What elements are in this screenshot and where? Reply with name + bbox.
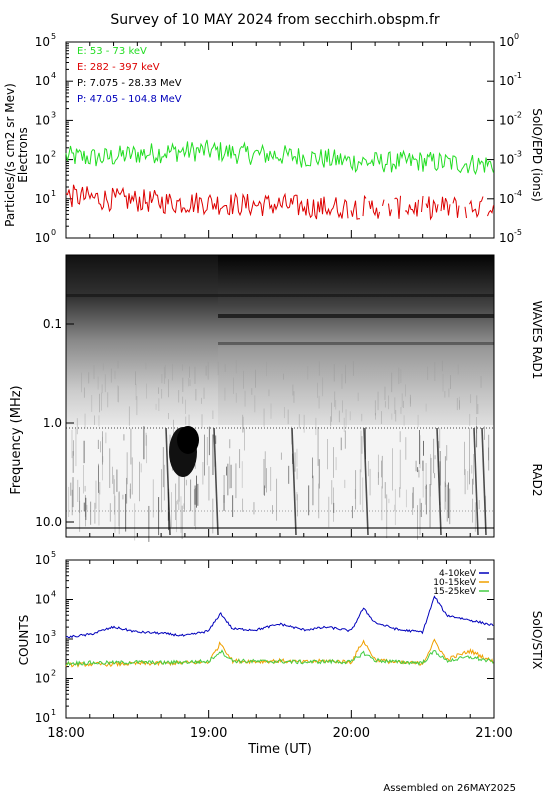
- chart-title: Survey of 10 MAY 2024 from secchirh.obsp…: [110, 12, 440, 28]
- epd-legend-entry: P: 7.075 - 28.33 MeV: [77, 78, 182, 89]
- epd-ylabel: Particles/(s cm2 sr Mev): [3, 83, 17, 227]
- stix-xtick-label: 19:00: [190, 726, 227, 741]
- epd-series-line: [350, 200, 361, 220]
- epd-legend-entry: P: 47.05 - 104.8 MeV: [77, 94, 182, 105]
- stix-right-label: SolO/STIX: [530, 611, 544, 670]
- stix-series-line: [65, 649, 494, 667]
- stix-ytick-label: 10: [35, 632, 50, 646]
- epd-ytick-label: 10: [35, 231, 50, 245]
- epd-series-line: [368, 200, 380, 219]
- epd-series: [65, 139, 494, 221]
- epd-series-line: [382, 199, 385, 207]
- stix-legend-entry: 15-25keV: [433, 587, 477, 597]
- stix-legend-entry: 4-10keV: [439, 569, 477, 579]
- epd-ytick-exp: 2: [51, 150, 56, 159]
- stix-ytick-label: 10: [35, 593, 50, 607]
- epd-y2tick-label: 10: [499, 192, 514, 206]
- waves-rad1-label: WAVES RAD1: [530, 301, 544, 380]
- epd-y2tick-exp: -5: [514, 228, 522, 237]
- epd-ytick-label: 10: [35, 74, 50, 88]
- epd-series-line: [469, 196, 484, 219]
- stix-ytick-exp: 3: [51, 629, 56, 638]
- epd-ytick-label: 10: [35, 192, 50, 206]
- epd-ytick-label: 10: [35, 113, 50, 127]
- stix-xtick-label: 20:00: [333, 726, 370, 741]
- stix-panel-frame: [65, 559, 495, 719]
- stix-series-line: [65, 595, 494, 639]
- epd-series-line: [394, 195, 401, 219]
- stix-legend-entry: 10-15keV: [433, 578, 477, 588]
- epd-y2tick-label: 10: [499, 74, 514, 88]
- waves-ytick-label: 0.1: [43, 317, 62, 331]
- epd-ytick-exp: 5: [51, 32, 56, 41]
- waves-ytick-label: 1.0: [43, 416, 62, 430]
- stix-xlabel: Time (UT): [247, 742, 312, 757]
- epd-series-line: [487, 205, 494, 217]
- epd-series-line: [404, 199, 419, 217]
- stix-ylabel: COUNTS: [17, 615, 31, 666]
- epd-y2tick-exp: -2: [514, 110, 522, 119]
- epd-ytick-exp: 0: [51, 228, 56, 237]
- epd-ytick-exp: 4: [51, 71, 56, 80]
- epd-series-line: [452, 196, 460, 218]
- epd-series-line: [425, 196, 439, 221]
- stix-ytick-exp: 1: [51, 708, 56, 717]
- footer-note: Assembled on 26MAY2025: [383, 783, 516, 794]
- waves-rad2-label: RAD2: [530, 464, 544, 497]
- epd-y2tick-label: 10: [499, 35, 514, 49]
- epd-series-line: [421, 195, 424, 213]
- epd-series-line: [362, 194, 367, 217]
- stix-ytick-exp: 2: [51, 669, 56, 678]
- epd-y2tick-exp: 0: [514, 32, 519, 41]
- epd-series-line: [65, 139, 494, 176]
- epd-legend: E: 53 - 73 keV E: 282 - 397 keV P: 7.075 -…: [77, 46, 182, 105]
- waves-spectrogram: [66, 255, 494, 542]
- epd-series-line: [440, 196, 451, 216]
- epd-y2tick-label: 10: [499, 153, 514, 167]
- stix-xtick-label: 18:00: [47, 726, 84, 741]
- stix-ytick-exp: 4: [51, 590, 56, 599]
- epd-y2tick-exp: -3: [514, 150, 522, 159]
- epd-y2tick-label: 10: [499, 113, 514, 127]
- waves-ytick-label: 10.0: [35, 515, 62, 529]
- epd-series-line: [388, 203, 392, 217]
- epd-series-line: [65, 184, 349, 220]
- stix-series: [65, 595, 494, 668]
- epd-ytick-label: 10: [35, 153, 50, 167]
- stix-ytick-label: 10: [35, 711, 50, 725]
- epd-ytick-exp: 3: [51, 110, 56, 119]
- waves-y-axis: 0.1 1.0 10.0: [35, 317, 495, 537]
- epd-ytick-exp: 1: [51, 189, 56, 198]
- epd-ylabel-sub: Electrons: [16, 127, 30, 182]
- stix-ytick-exp: 5: [51, 550, 56, 559]
- stix-ytick-label: 10: [35, 672, 50, 686]
- stix-ytick-label: 10: [35, 553, 50, 567]
- epd-ytick-label: 10: [35, 35, 50, 49]
- epd-series-line: [464, 206, 467, 219]
- stix-x-axis: 18:00 19:00 20:00 21:00: [47, 560, 513, 741]
- epd-y2tick-label: 10: [499, 231, 514, 245]
- stix-xtick-label: 21:00: [475, 726, 512, 741]
- waves-ylabel: Frequency (MHz): [9, 385, 24, 494]
- epd-right-label: SolO/EPD (ions): [530, 108, 544, 202]
- epd-legend-entry: E: 53 - 73 keV: [77, 46, 147, 57]
- epd-y2tick-exp: -4: [514, 189, 522, 198]
- epd-y2tick-exp: -1: [514, 71, 522, 80]
- epd-legend-entry: E: 282 - 397 keV: [77, 62, 160, 73]
